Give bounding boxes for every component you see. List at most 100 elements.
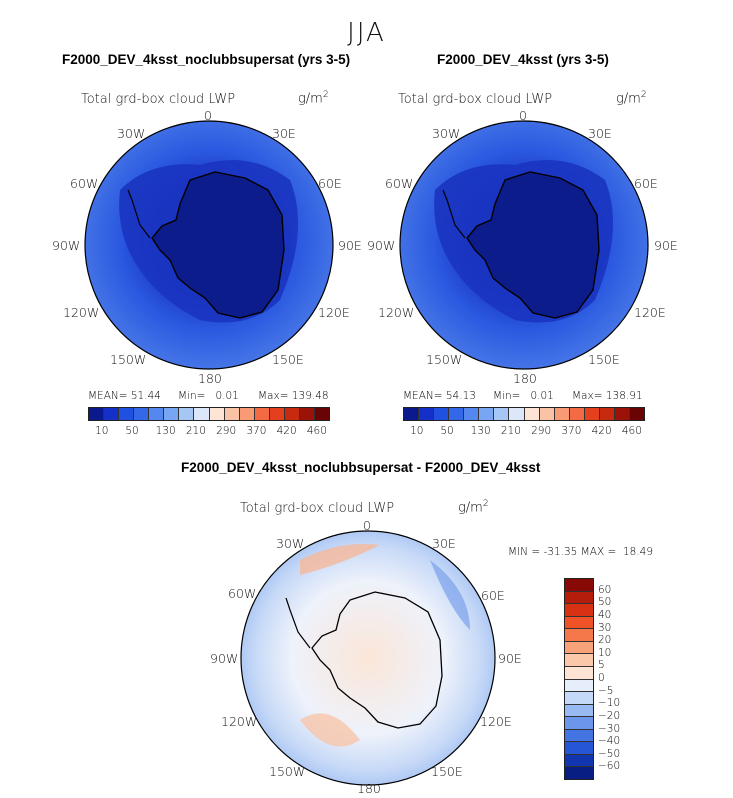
left-variable-title: Total grd-box cloud LWP bbox=[81, 92, 236, 107]
right-lon-30w: 30W bbox=[432, 126, 461, 141]
diff-lon-180: 180 bbox=[357, 781, 381, 796]
right-lon-30e: 30E bbox=[588, 126, 612, 141]
diff-lon-90w: 90W bbox=[210, 651, 239, 666]
colorbar-swatch bbox=[164, 408, 180, 420]
colorbar-tick-label: −50 bbox=[598, 747, 621, 760]
left-colorbar-ticks: 10 50 130 210 290 370 420 460 bbox=[88, 425, 330, 439]
left-lon-0: 0 bbox=[204, 108, 212, 123]
colorbar-tick-label: 30 bbox=[598, 621, 612, 634]
right-polar-map bbox=[399, 120, 649, 370]
right-antarctica-outline bbox=[466, 171, 600, 319]
diff-lon-60w: 60W bbox=[228, 586, 257, 601]
right-variable-title: Total grd-box cloud LWP bbox=[398, 92, 553, 107]
diff-lon-150w: 150W bbox=[269, 764, 306, 779]
colorbar-tick-label: −30 bbox=[598, 722, 621, 735]
colorbar-tick-label: 50 bbox=[598, 596, 612, 609]
diff-lon-120w: 120W bbox=[221, 714, 258, 729]
colorbar-tick-label: −5 bbox=[598, 684, 614, 697]
colorbar-swatch bbox=[479, 408, 495, 420]
colorbar-tick-label: 420 bbox=[276, 425, 297, 437]
colorbar-tick-label: 130 bbox=[155, 425, 176, 437]
colorbar-swatch bbox=[89, 408, 105, 420]
colorbar-swatch bbox=[565, 591, 593, 605]
left-panel-title: F2000_DEV_4ksst_noclubbsupersat (yrs 3-5… bbox=[62, 52, 351, 67]
colorbar-tick-label: 460 bbox=[306, 425, 327, 437]
colorbar-swatch bbox=[404, 408, 420, 420]
right-lon-90w: 90W bbox=[367, 238, 396, 253]
left-lon-60w: 60W bbox=[70, 176, 99, 191]
diff-positive-patch bbox=[300, 713, 360, 747]
colorbar-swatch bbox=[565, 742, 593, 755]
diff-lon-120e: 120E bbox=[480, 714, 512, 729]
colorbar-swatch bbox=[239, 408, 255, 420]
colorbar-swatch bbox=[104, 408, 120, 420]
colorbar-swatch bbox=[149, 408, 165, 420]
colorbar-tick-label: −10 bbox=[598, 697, 621, 710]
colorbar-swatch bbox=[569, 408, 585, 420]
right-max: Max= 138.91 bbox=[572, 390, 643, 402]
diff-lon-90e: 90E bbox=[498, 651, 522, 666]
right-lon-120w: 120W bbox=[378, 305, 415, 320]
colorbar-swatch bbox=[599, 408, 615, 420]
colorbar-tick-label: 5 bbox=[598, 659, 605, 672]
right-units: g/m2 bbox=[616, 90, 647, 107]
diff-min-max: MIN = -31.35 MAX = 18.49 bbox=[508, 546, 654, 558]
colorbar-tick-label: 10 bbox=[598, 646, 612, 659]
left-peninsula-outline bbox=[127, 189, 151, 239]
colorbar-swatch bbox=[419, 408, 435, 420]
colorbar-tick-label: 420 bbox=[591, 425, 612, 437]
right-lon-150e: 150E bbox=[588, 352, 620, 367]
right-lon-120e: 120E bbox=[634, 305, 666, 320]
right-lon-0: 0 bbox=[519, 108, 527, 123]
right-min: Min= 0.01 bbox=[493, 390, 554, 402]
left-lon-150w: 150W bbox=[110, 352, 147, 367]
colorbar-swatch bbox=[565, 616, 593, 630]
colorbar-swatch bbox=[565, 729, 593, 743]
colorbar-tick-label: 0 bbox=[598, 672, 605, 684]
colorbar-swatch bbox=[554, 408, 570, 420]
colorbar-tick-label: 20 bbox=[598, 634, 612, 647]
right-colorbar bbox=[403, 407, 645, 421]
colorbar-swatch bbox=[194, 408, 210, 420]
left-mean: MEAN= 51.44 bbox=[88, 390, 161, 402]
colorbar-swatch bbox=[565, 629, 593, 642]
diff-positive-patch bbox=[300, 544, 380, 575]
right-lon-150w: 150W bbox=[426, 352, 463, 367]
colorbar-swatch bbox=[565, 666, 593, 680]
colorbar-swatch bbox=[254, 408, 270, 420]
right-lon-90e: 90E bbox=[654, 238, 678, 253]
colorbar-swatch bbox=[565, 679, 593, 693]
diff-colorbar bbox=[564, 578, 594, 780]
left-lon-90w: 90W bbox=[52, 238, 81, 253]
colorbar-tick-label: 10 bbox=[95, 425, 109, 437]
colorbar-swatch bbox=[565, 717, 593, 730]
diff-negative-patch bbox=[430, 560, 470, 630]
colorbar-tick-label: 50 bbox=[440, 425, 454, 437]
colorbar-swatch bbox=[565, 767, 593, 779]
colorbar-swatch bbox=[524, 408, 540, 420]
colorbar-swatch bbox=[565, 704, 593, 718]
colorbar-swatch bbox=[299, 408, 315, 420]
colorbar-swatch bbox=[565, 641, 593, 655]
season-title: JJA bbox=[347, 18, 386, 48]
left-lon-60e: 60E bbox=[318, 176, 342, 191]
left-polar-map bbox=[84, 120, 334, 370]
left-lon-90e: 90E bbox=[338, 238, 362, 253]
diff-antarctica-outline bbox=[311, 591, 443, 729]
right-panel-title: F2000_DEV_4ksst (yrs 3-5) bbox=[437, 52, 609, 67]
left-lon-180: 180 bbox=[198, 371, 222, 386]
left-lon-120e: 120E bbox=[318, 305, 350, 320]
left-antarctica-outline bbox=[151, 171, 285, 319]
colorbar-tick-label: −20 bbox=[598, 709, 621, 722]
colorbar-swatch bbox=[565, 579, 593, 592]
right-lon-180: 180 bbox=[513, 371, 537, 386]
colorbar-tick-label: −60 bbox=[598, 760, 621, 773]
colorbar-swatch bbox=[629, 408, 644, 420]
colorbar-tick-label: 50 bbox=[125, 425, 139, 437]
left-min: Min= 0.01 bbox=[178, 390, 239, 402]
colorbar-tick-label: 210 bbox=[500, 425, 521, 437]
right-colorbar-ticks: 10 50 130 210 290 370 420 460 bbox=[403, 425, 645, 439]
diff-variable-title: Total grd-box cloud LWP bbox=[240, 501, 395, 516]
colorbar-swatch bbox=[565, 654, 593, 667]
diff-units: g/m2 bbox=[458, 499, 489, 516]
